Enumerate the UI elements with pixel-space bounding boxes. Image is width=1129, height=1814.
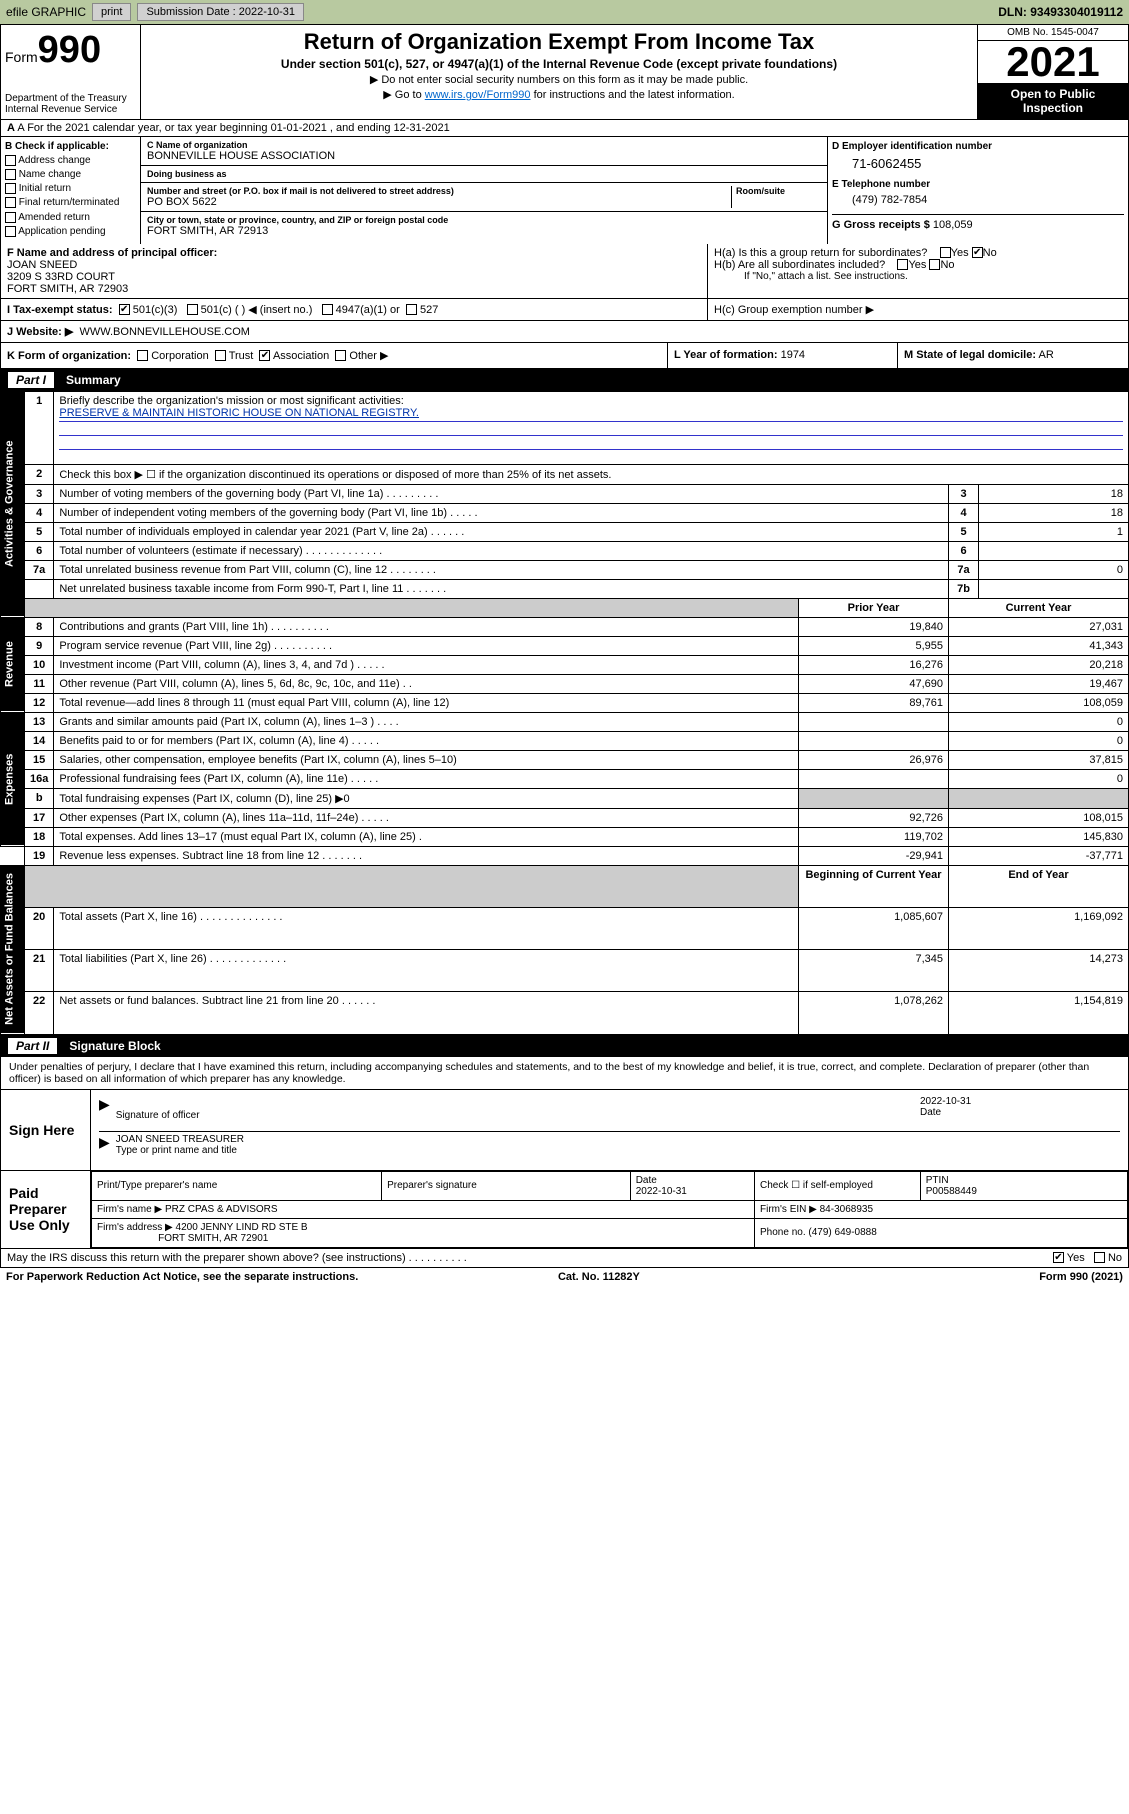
row-a-tax-year: A A For the 2021 calendar year, or tax y… — [0, 120, 1129, 137]
line4-val: 18 — [979, 503, 1129, 522]
year-formation: 1974 — [781, 349, 805, 361]
col-d-ein-phone: D Employer identification number 71-6062… — [828, 137, 1128, 244]
irs-link[interactable]: www.irs.gov/Form990 — [425, 89, 531, 101]
org-name: BONNEVILLE HOUSE ASSOCIATION — [147, 150, 821, 162]
mission-text: PRESERVE & MAINTAIN HISTORIC HOUSE ON NA… — [59, 407, 419, 419]
final-return-checkbox[interactable] — [5, 197, 16, 208]
firm-phone: (479) 649-0888 — [808, 1227, 876, 1238]
officer-print-name: JOAN SNEED TREASURER — [116, 1134, 1120, 1145]
form-title: Return of Organization Exempt From Incom… — [145, 29, 973, 55]
initial-return-checkbox[interactable] — [5, 183, 16, 194]
col-b-checkboxes: B Check if applicable: Address change Na… — [1, 137, 141, 244]
firm-ein: 84-3068935 — [820, 1204, 873, 1215]
sign-here-label: Sign Here — [1, 1090, 91, 1170]
4947-checkbox[interactable] — [322, 304, 333, 315]
discuss-no-checkbox[interactable] — [1094, 1252, 1105, 1263]
submission-date-button[interactable]: Submission Date : 2022-10-31 — [137, 3, 304, 21]
form-number: Form990 — [5, 29, 136, 72]
line3-val: 18 — [979, 484, 1129, 503]
form-note2: ▶ Go to www.irs.gov/Form990 for instruct… — [145, 88, 973, 101]
501c3-checkbox[interactable] — [119, 304, 130, 315]
sig-date: 2022-10-31 — [920, 1096, 1120, 1107]
name-change-checkbox[interactable] — [5, 169, 16, 180]
officer-addr1: 3209 S 33RD COURT — [7, 271, 701, 283]
form-header: Form990 Department of the Treasury Inter… — [0, 24, 1129, 120]
vside-governance: Activities & Governance — [1, 391, 25, 617]
corp-checkbox[interactable] — [137, 350, 148, 361]
other-checkbox[interactable] — [335, 350, 346, 361]
ha-no-checkbox[interactable] — [972, 247, 983, 258]
top-bar: efile GRAPHIC print Submission Date : 20… — [0, 0, 1129, 24]
perjury-declaration: Under penalties of perjury, I declare th… — [1, 1057, 1128, 1090]
line7a-val: 0 — [979, 560, 1129, 579]
print-button[interactable]: print — [92, 3, 131, 21]
irs-label: Internal Revenue Service — [5, 104, 136, 115]
line7b-val — [979, 579, 1129, 598]
ptin-value: P00588449 — [926, 1186, 977, 1197]
row-f-h: F Name and address of principal officer:… — [0, 244, 1129, 299]
hb-no-checkbox[interactable] — [929, 259, 940, 270]
discuss-yes-checkbox[interactable] — [1053, 1252, 1064, 1263]
paid-preparer-label: Paid Preparer Use Only — [1, 1171, 91, 1248]
entity-block: B Check if applicable: Address change Na… — [0, 137, 1129, 244]
part2-header: Part II Signature Block — [0, 1035, 1129, 1057]
firm-addr1: 4200 JENNY LIND RD STE B — [176, 1222, 308, 1233]
prep-date: 2022-10-31 — [636, 1186, 687, 1197]
summary-table: Activities & Governance 1 Briefly descri… — [0, 391, 1129, 1035]
signature-block: Under penalties of perjury, I declare th… — [0, 1057, 1129, 1249]
state-domicile: AR — [1038, 349, 1053, 361]
line6-val — [979, 541, 1129, 560]
trust-checkbox[interactable] — [215, 350, 226, 361]
vside-revenue: Revenue — [1, 617, 25, 712]
tax-year: 2021 — [978, 41, 1128, 83]
app-pending-checkbox[interactable] — [5, 226, 16, 237]
part1-header: Part I Summary — [0, 369, 1129, 391]
form-footer: Form 990 (2021) — [1039, 1271, 1123, 1283]
city-state-zip: FORT SMITH, AR 72913 — [147, 225, 821, 237]
firm-addr2: FORT SMITH, AR 72901 — [158, 1233, 268, 1244]
dept-label: Department of the Treasury — [5, 93, 136, 104]
dln-label: DLN: 93493304019112 — [998, 5, 1123, 19]
ein-value: 71-6062455 — [852, 156, 1124, 171]
form-note1: ▶ Do not enter social security numbers o… — [145, 73, 973, 86]
vside-expenses: Expenses — [1, 712, 25, 846]
officer-addr2: FORT SMITH, AR 72903 — [7, 283, 701, 295]
assoc-checkbox[interactable] — [259, 350, 270, 361]
officer-name: JOAN SNEED — [7, 259, 701, 271]
paid-preparer-table: Print/Type preparer's name Preparer's si… — [91, 1171, 1128, 1248]
row-j-website: J Website: ▶ WWW.BONNEVILLEHOUSE.COM — [0, 321, 1129, 343]
gross-receipts: 108,059 — [933, 219, 973, 231]
row-klm: K Form of organization: Corporation Trus… — [0, 343, 1129, 369]
website-value: WWW.BONNEVILLEHOUSE.COM — [79, 326, 250, 338]
vside-netassets: Net Assets or Fund Balances — [1, 865, 25, 1034]
street-address: PO BOX 5622 — [147, 196, 731, 208]
discuss-row: May the IRS discuss this return with the… — [0, 1249, 1129, 1268]
efile-label: efile GRAPHIC — [6, 5, 86, 19]
firm-name: PRZ CPAS & ADVISORS — [165, 1204, 278, 1215]
col-c-name-address: C Name of organizationBONNEVILLE HOUSE A… — [141, 137, 828, 244]
open-inspection-label: Open to Public Inspection — [978, 83, 1128, 119]
cat-no: Cat. No. 11282Y — [558, 1271, 640, 1283]
phone-value: (479) 782-7854 — [852, 194, 1124, 206]
ha-yes-checkbox[interactable] — [940, 247, 951, 258]
amended-checkbox[interactable] — [5, 212, 16, 223]
addr-change-checkbox[interactable] — [5, 155, 16, 166]
hb-yes-checkbox[interactable] — [897, 259, 908, 270]
bottom-line: For Paperwork Reduction Act Notice, see … — [0, 1268, 1129, 1286]
527-checkbox[interactable] — [406, 304, 417, 315]
501c-checkbox[interactable] — [187, 304, 198, 315]
row-i: I Tax-exempt status: 501(c)(3) 501(c) ( … — [0, 299, 1129, 321]
line5-val: 1 — [979, 522, 1129, 541]
form-subtitle: Under section 501(c), 527, or 4947(a)(1)… — [145, 57, 973, 71]
